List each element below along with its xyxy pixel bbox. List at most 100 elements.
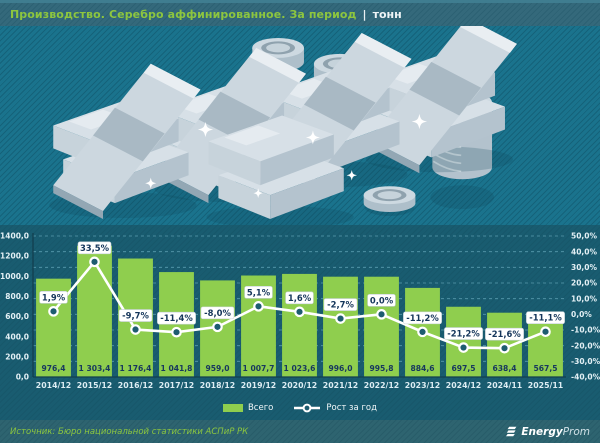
growth-label-box	[485, 327, 524, 341]
left-axis-tick: 800,0	[5, 292, 29, 301]
x-axis-label: 2014/12	[36, 381, 71, 390]
x-axis-label: 2021/12	[323, 381, 358, 390]
right-axis-tick: -10,0%	[571, 326, 600, 335]
growth-label-box	[77, 241, 112, 255]
growth-label: -8,0%	[204, 308, 231, 318]
bar	[364, 276, 399, 377]
sparkle-icon	[197, 121, 214, 138]
x-axis-label: 2025/11	[528, 381, 563, 390]
right-axis-tick: 50,0%	[571, 232, 598, 241]
growth-labels-layer: 1,9% 33,5% -9,7% -11,4% -8,0% 5,1% 1,6% -2,7% 0,…	[39, 241, 565, 341]
silver-ingot-stack	[366, 26, 517, 173]
legend-item-line: Рост за год	[293, 403, 377, 413]
right-axis-tick: -40,0%	[571, 373, 600, 382]
growth-label-box	[323, 298, 358, 311]
bar	[323, 276, 358, 377]
line-marker	[499, 342, 510, 354]
line-marker	[540, 326, 551, 338]
growth-label: -11,4%	[160, 313, 193, 323]
growth-label-box	[244, 286, 273, 299]
sparkle-icon	[346, 170, 357, 181]
x-axis-label: 2024/12	[446, 381, 481, 390]
line-marker	[458, 342, 469, 353]
footer-bar: Источник: Бюро национальной статистики А…	[0, 420, 600, 443]
silver-ingot-stack	[260, 33, 411, 188]
bar	[159, 272, 194, 377]
bar-value-label: 976,4	[41, 364, 65, 373]
growth-label-box	[403, 311, 442, 325]
growth-label-box	[157, 311, 196, 325]
legend-bars-label: Всего	[247, 403, 274, 413]
growth-label: -11,1%	[529, 313, 562, 323]
growth-label-box	[526, 311, 565, 325]
left-axis-tick: 600,0	[5, 312, 29, 321]
logo-text: EnergyProm	[521, 425, 590, 438]
right-axis-tick: 10,0%	[571, 294, 598, 303]
right-axis-tick: 20,0%	[571, 279, 598, 288]
bar-value-label: 1 023,6	[284, 364, 316, 373]
bars-layer: 976,4 2014/12 1 303,4 2015/12 1 176,4 2016/12…	[36, 245, 563, 390]
growth-label: 1,6%	[288, 293, 312, 303]
bar-value-label: 995,8	[369, 364, 393, 373]
bar-value-label: 1 176,4	[120, 364, 152, 373]
line-marker	[130, 324, 141, 335]
line-marker	[171, 326, 182, 338]
left-axis-tick: 0,0	[16, 373, 29, 382]
growth-label-box	[39, 291, 68, 304]
growth-label: -2,7%	[327, 300, 354, 310]
right-axis-tick: 40,0%	[571, 247, 598, 256]
x-axis-label: 2020/12	[282, 381, 317, 390]
sparkle-icon	[411, 113, 428, 130]
growth-label: 1,9%	[42, 292, 66, 302]
left-axis-tick: 1400,0	[0, 232, 29, 241]
coin-icon	[252, 37, 304, 72]
silver-ingot-stack	[49, 64, 200, 219]
growth-label: -11,2%	[406, 313, 439, 323]
silver-ingots-illustration	[0, 26, 600, 225]
coin-stack-icon	[430, 90, 495, 210]
growth-label-box	[367, 294, 396, 307]
growth-label: 0,0%	[370, 295, 394, 305]
left-axis-tick: 1000,0	[0, 272, 29, 281]
bar-value-label: 638,4	[492, 364, 516, 373]
left-axis-tick: 400,0	[5, 332, 29, 341]
growth-label: -9,7%	[122, 311, 149, 321]
x-axis-label: 2019/12	[241, 381, 276, 390]
title-unit: тонн	[372, 8, 402, 21]
x-axis-label: 2022/12	[364, 381, 399, 390]
header-bar: Производство. Серебро аффинированное. За…	[0, 0, 600, 26]
left-axis-tick: 1200,0	[0, 252, 29, 261]
x-axis-label: 2018/12	[200, 381, 235, 390]
growth-label-box	[444, 327, 483, 340]
line-marker	[48, 306, 59, 317]
legend-line-label: Рост за год	[326, 403, 378, 413]
sparkle-icon	[305, 130, 320, 145]
right-axis-tick: 30,0%	[571, 263, 598, 272]
growth-label-box	[200, 306, 235, 320]
bar-value-label: 1 041,8	[161, 364, 193, 373]
legend-bar-swatch	[222, 404, 243, 412]
silver-ingot-stack	[155, 48, 306, 203]
growth-label: -21,6%	[488, 329, 521, 339]
line-marker	[417, 326, 428, 338]
bar-value-label: 1 007,7	[243, 364, 275, 373]
x-axis-label: 2016/12	[118, 381, 153, 390]
right-axis-tick: 0,0%	[571, 310, 592, 319]
bar	[77, 245, 112, 377]
sparkle-icon	[253, 188, 264, 199]
chart-panel: 50,0% 40,0% 30,0% 20,0% 10,0% 0,0% -10,0% -20,0…	[0, 225, 600, 420]
page-title: Производство. Серебро аффинированное. За…	[10, 8, 357, 21]
line-marker	[253, 301, 264, 312]
bar-value-label: 884,6	[410, 364, 434, 373]
right-axis-tick: -20,0%	[571, 341, 600, 350]
coin-icon	[363, 186, 416, 217]
line-marker	[212, 321, 223, 333]
growth-label: -21,2%	[447, 329, 480, 339]
bar-value-label: 697,5	[451, 364, 475, 373]
bar-value-label: 567,5	[533, 364, 557, 373]
bar-value-label: 1 303,4	[79, 364, 111, 373]
legend-item-bars: Всего	[222, 403, 274, 413]
growth-label-box	[118, 309, 153, 322]
chart-legend: Всего Рост за год	[0, 401, 600, 415]
